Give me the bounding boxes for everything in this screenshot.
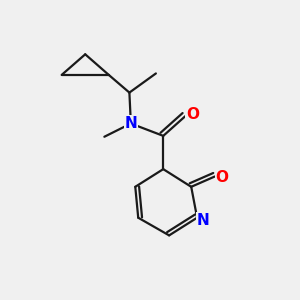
- Text: O: O: [216, 170, 229, 185]
- Text: N: N: [196, 213, 209, 228]
- Text: O: O: [186, 107, 199, 122]
- Text: N: N: [124, 116, 137, 131]
